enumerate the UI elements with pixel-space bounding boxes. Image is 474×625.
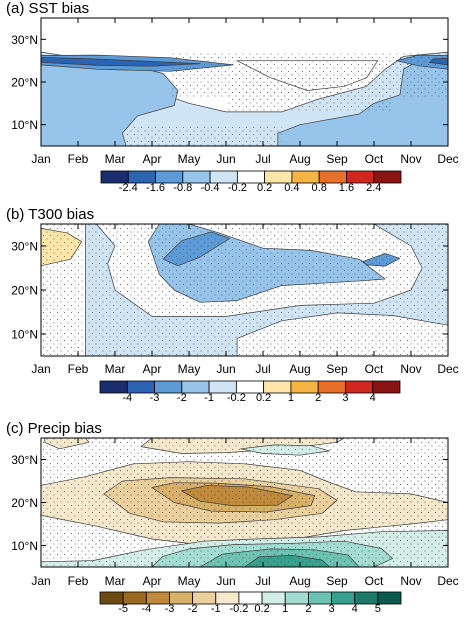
t300-chart: Jan Feb Mar Apr May Jun Jul Aug Sep Oct Nov Dec 10°N… [11, 223, 459, 404]
x-tick-label: Sep [326, 152, 348, 166]
colorbar-label: 4 [370, 392, 376, 404]
x-tick-label: May [178, 574, 201, 588]
x-tick-label: Nov [400, 152, 421, 166]
colorbar-label: 1 [288, 392, 294, 404]
colorbar-swatch [317, 380, 346, 394]
x-tick-label: Feb [68, 362, 89, 376]
colorbar-swatch [377, 591, 402, 605]
x-tick-label: Dec [437, 152, 458, 166]
colorbar-label: -2 [177, 392, 187, 404]
significance-stipple [41, 438, 448, 567]
panel-t300: (b) T300 bias Jan Feb Mar Apr May Jun Jul Aug Se… [0, 206, 474, 414]
panel-title: (a) SST bias [6, 0, 90, 17]
x-tick-label: Nov [400, 574, 421, 588]
y-tick-label: 20°N [11, 76, 38, 90]
colorbar-swatch [373, 170, 402, 184]
x-tick-label: Aug [289, 152, 310, 166]
x-tick-label: Jan [31, 362, 50, 376]
x-tick-label: Nov [400, 362, 421, 376]
x-tick-label: Jul [255, 362, 270, 376]
colorbar-label: 3 [328, 603, 334, 615]
significance-stipple [126, 124, 282, 146]
x-tick-label: Jun [216, 362, 235, 376]
colorbar-label: -3 [150, 392, 160, 404]
colorbar-label: 5 [375, 603, 381, 615]
colorbar-label: 3 [342, 392, 348, 404]
colorbar-label: -4 [141, 603, 151, 615]
colorbar-label: 2 [315, 392, 321, 404]
x-tick-label: Jan [31, 574, 50, 588]
y-tick-label: 10°N [11, 118, 38, 132]
x-tick-label: Apr [143, 574, 162, 588]
x-tick-label: Apr [143, 362, 162, 376]
x-tick-label: Sep [326, 362, 348, 376]
x-tick-label: Jul [255, 574, 270, 588]
x-tick-label: Jun [216, 152, 235, 166]
y-tick-label: 20°N [11, 496, 38, 510]
colorbar-label: -2.4 [119, 182, 138, 192]
colorbar-swatch [372, 380, 401, 394]
y-tick-label: 30°N [11, 453, 38, 467]
x-tick-label: Aug [289, 574, 310, 588]
colorbar-label: -0.2 [227, 392, 246, 404]
x-tick-label: May [178, 362, 201, 376]
x-tick-label: Oct [365, 152, 384, 166]
colorbar-label: 4 [352, 603, 358, 615]
significance-stipple [170, 52, 448, 100]
panel-precip: (c) Precip bias Jan Feb Mar Apr May Jun Jul Aug… [0, 420, 474, 620]
colorbar-label: 1 [282, 603, 288, 615]
x-tick-label: Mar [105, 362, 126, 376]
panel-sst: (a) SST bias Jan Feb Mar Apr May Jun Jul Aug Sep… [0, 0, 474, 194]
colorbar-label: -0.2 [229, 603, 248, 615]
x-tick-label: Jan [31, 152, 50, 166]
x-tick-label: Jun [216, 574, 235, 588]
colorbar-label: -2 [188, 603, 198, 615]
y-tick-label: 30°N [11, 240, 38, 254]
y-tick-label: 10°N [11, 328, 38, 342]
y-tick-label: 20°N [11, 284, 38, 298]
x-tick-label: May [178, 152, 201, 166]
precip-chart: Jan Feb Mar Apr May Jun Jul Aug Sep Oct Nov Dec 10°N… [11, 437, 459, 615]
colorbar-label: 2 [305, 603, 311, 615]
x-tick-label: Oct [365, 362, 384, 376]
colorbar-label: 0.2 [254, 603, 269, 615]
x-tick-label: Mar [105, 152, 126, 166]
colorbar-label: -1 [211, 603, 221, 615]
colorbar-label: 0.2 [257, 182, 272, 192]
x-tick-label: Dec [437, 574, 458, 588]
colorbar-label: -0.8 [173, 182, 192, 192]
colorbar-label: 0.4 [284, 182, 299, 192]
sst-chart: Jan Feb Mar Apr May Jun Jul Aug Sep Oct Nov Dec 10°N… [11, 17, 459, 194]
y-tick-label: 10°N [11, 539, 38, 553]
colorbar-label: -4 [122, 392, 132, 404]
x-tick-label: Dec [437, 362, 458, 376]
colorbar-label: -1 [204, 392, 214, 404]
x-tick-label: Feb [68, 152, 89, 166]
panel-title: (c) Precip bias [6, 420, 102, 437]
x-tick-label: Aug [289, 362, 310, 376]
colorbar-label: -3 [165, 603, 175, 615]
x-tick-label: Mar [105, 574, 126, 588]
x-tick-label: Apr [143, 152, 162, 166]
colorbar-label: -0.2 [228, 182, 247, 192]
colorbar-label: -1.6 [146, 182, 165, 192]
x-tick-label: Feb [68, 574, 89, 588]
colorbar-swatch [345, 380, 374, 394]
significance-stipple [41, 224, 448, 356]
x-tick-label: Sep [326, 574, 348, 588]
y-tick-label: 30°N [11, 33, 38, 47]
x-tick-label: Oct [365, 574, 384, 588]
colorbar-label: 0.8 [312, 182, 327, 192]
colorbar-label: -0.4 [201, 182, 220, 192]
colorbar-label: 2.4 [366, 182, 381, 192]
colorbar-label: -5 [118, 603, 128, 615]
x-tick-label: Jul [255, 152, 270, 166]
colorbar-swatch [290, 380, 319, 394]
panel-title: (b) T300 bias [6, 206, 95, 223]
colorbar-label: 0.2 [256, 392, 271, 404]
colorbar-label: 1.6 [339, 182, 354, 192]
